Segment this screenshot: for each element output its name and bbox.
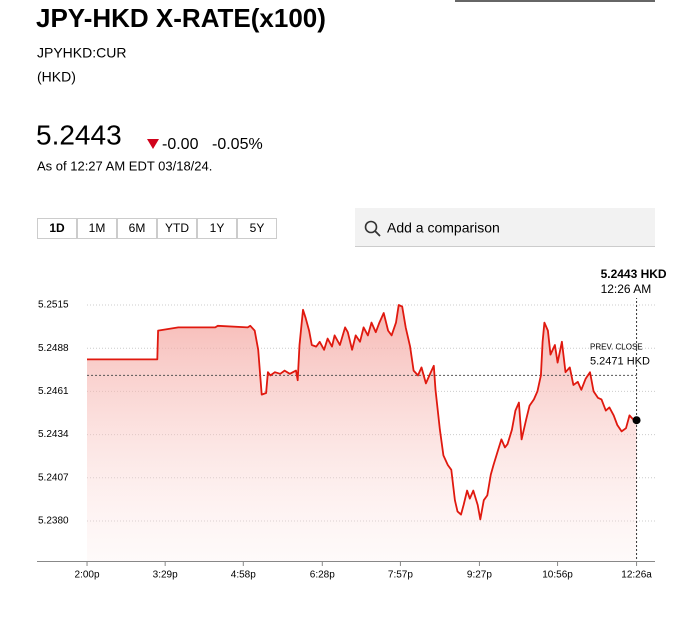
as-of: As of 12:27 AM EDT 03/18/24.: [37, 158, 212, 173]
chart: 5.2380 5.2407 5.2434 5.2461 5.2488 5.2515 2:00…: [37, 265, 672, 581]
down-arrow: [147, 139, 159, 149]
y-tick-label: 5.2407: [38, 472, 69, 483]
area: [87, 305, 637, 561]
x-tick-label: 3:29p: [153, 570, 178, 581]
y-tick-label: 5.2380: [38, 516, 69, 527]
ticker: JPYHKD:CUR: [37, 45, 126, 61]
range-label[interactable]: 1D: [49, 221, 65, 235]
y-tick-label: 5.2488: [38, 343, 69, 354]
range-label[interactable]: 1M: [89, 221, 106, 235]
range-label[interactable]: 1Y: [210, 221, 225, 235]
x-tick-label: 12:26a: [621, 570, 652, 581]
currency: (HKD): [37, 69, 76, 85]
y-tick-label: 5.2515: [38, 300, 69, 311]
y-tick-label: 5.2461: [38, 386, 69, 397]
x-tick-label: 7:57p: [388, 570, 413, 581]
last-point: [632, 416, 641, 425]
search-placeholder[interactable]: Add a comparison: [387, 220, 500, 236]
range-buttons: 1D 1M 6M YTD 1Y 5Y: [37, 218, 277, 239]
range-button[interactable]: [197, 218, 237, 239]
search-box[interactable]: [355, 208, 655, 247]
prev-close-label: 5.2471 HKD: [590, 355, 650, 367]
search-icon: [364, 220, 378, 234]
tooltip-value: 5.2443 HKD: [601, 267, 667, 281]
range-button[interactable]: [117, 218, 157, 239]
range-button[interactable]: [237, 218, 277, 239]
tooltip-box: [596, 265, 672, 298]
x-tick-label: 4:58p: [231, 570, 256, 581]
x-tick-label: 2:00p: [75, 570, 100, 581]
range-label[interactable]: 6M: [129, 221, 146, 235]
range-label[interactable]: YTD: [165, 221, 189, 235]
search-icon-handle: [374, 230, 381, 237]
x-tick-label: 10:56p: [542, 570, 573, 581]
range-button[interactable]: [37, 218, 77, 239]
range-button[interactable]: [157, 218, 197, 239]
x-tick-label: 6:28p: [310, 570, 335, 581]
series-line: [87, 304, 637, 521]
range-button[interactable]: [77, 218, 117, 239]
title: JPY-HKD X-RATE(x100): [36, 3, 326, 33]
price: 5.2443: [36, 119, 122, 150]
prev-close-title: PREV. CLOSE: [590, 343, 643, 352]
range-label[interactable]: 5Y: [250, 221, 265, 235]
tooltip-time: 12:26 AM: [601, 282, 652, 296]
change: -0.00: [162, 136, 199, 153]
x-tick-label: 9:27p: [467, 570, 492, 581]
y-tick-label: 5.2434: [38, 429, 69, 440]
change-pct: -0.05%: [212, 136, 263, 153]
